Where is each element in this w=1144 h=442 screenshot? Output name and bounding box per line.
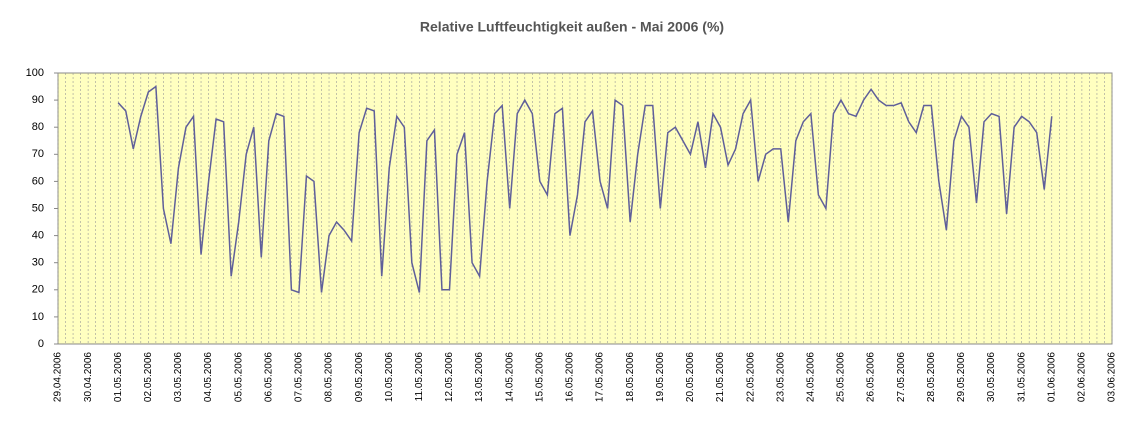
x-tick-label: 09.05.2006 bbox=[354, 352, 365, 402]
x-tick-label: 06.05.2006 bbox=[263, 352, 274, 402]
x-tick-label: 14.05.2006 bbox=[504, 352, 515, 402]
y-tick-label: 30 bbox=[32, 257, 44, 269]
x-tick-label: 04.05.2006 bbox=[203, 352, 214, 402]
x-tick-label: 29.05.2006 bbox=[956, 352, 967, 402]
x-tick-label: 08.05.2006 bbox=[324, 352, 335, 402]
x-tick-label: 12.05.2006 bbox=[444, 352, 455, 402]
x-tick-label: 01.05.2006 bbox=[113, 352, 124, 402]
x-tick-label: 01.06.2006 bbox=[1046, 352, 1057, 402]
y-tick-label: 40 bbox=[32, 230, 44, 242]
y-tick-label: 60 bbox=[32, 175, 44, 187]
y-tick-label: 70 bbox=[32, 148, 44, 160]
x-tick-label: 28.05.2006 bbox=[926, 352, 937, 402]
x-tick-label: 13.05.2006 bbox=[474, 352, 485, 402]
x-tick-label: 18.05.2006 bbox=[625, 352, 636, 402]
x-tick-label: 25.05.2006 bbox=[836, 352, 847, 402]
x-tick-label: 24.05.2006 bbox=[805, 352, 816, 402]
y-tick-label: 100 bbox=[26, 67, 44, 79]
x-tick-label: 30.05.2006 bbox=[986, 352, 997, 402]
y-tick-label: 80 bbox=[32, 121, 44, 133]
y-tick-label: 50 bbox=[32, 202, 44, 214]
y-tick-label: 10 bbox=[32, 311, 44, 323]
x-tick-label: 26.05.2006 bbox=[866, 352, 877, 402]
y-tick-label: 20 bbox=[32, 284, 44, 296]
chart-title: Relative Luftfeuchtigkeit außen - Mai 20… bbox=[420, 19, 724, 35]
x-tick-label: 29.04.2006 bbox=[53, 352, 64, 402]
x-tick-label: 10.05.2006 bbox=[384, 352, 395, 402]
x-tick-label: 11.05.2006 bbox=[414, 352, 425, 402]
x-tick-label: 23.05.2006 bbox=[775, 352, 786, 402]
x-tick-label: 21.05.2006 bbox=[715, 352, 726, 402]
x-tick-label: 05.05.2006 bbox=[233, 352, 244, 402]
y-tick-label: 0 bbox=[38, 338, 44, 350]
x-tick-label: 03.06.2006 bbox=[1107, 352, 1118, 402]
x-tick-label: 15.05.2006 bbox=[534, 352, 545, 402]
x-tick-label: 16.05.2006 bbox=[565, 352, 576, 402]
x-tick-label: 02.06.2006 bbox=[1077, 352, 1088, 402]
x-tick-label: 27.05.2006 bbox=[896, 352, 907, 402]
x-tick-label: 30.04.2006 bbox=[83, 352, 94, 402]
x-tick-label: 03.05.2006 bbox=[173, 352, 184, 402]
x-tick-label: 31.05.2006 bbox=[1016, 352, 1027, 402]
x-tick-label: 19.05.2006 bbox=[655, 352, 666, 402]
x-tick-label: 17.05.2006 bbox=[595, 352, 606, 402]
x-tick-label: 02.05.2006 bbox=[143, 352, 154, 402]
y-tick-label: 90 bbox=[32, 94, 44, 106]
x-tick-label: 22.05.2006 bbox=[745, 352, 756, 402]
x-tick-label: 20.05.2006 bbox=[685, 352, 696, 402]
x-tick-label: 07.05.2006 bbox=[294, 352, 305, 402]
data-line bbox=[117, 85, 1053, 294]
